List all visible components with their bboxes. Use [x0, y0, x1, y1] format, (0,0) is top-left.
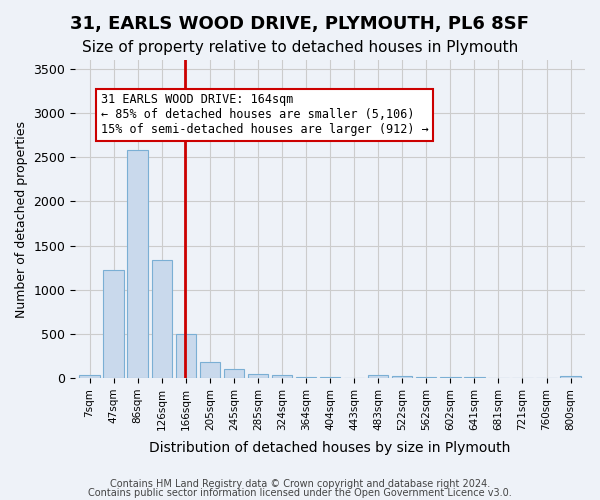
Text: 31 EARLS WOOD DRIVE: 164sqm
← 85% of detached houses are smaller (5,106)
15% of : 31 EARLS WOOD DRIVE: 164sqm ← 85% of det… [101, 94, 428, 136]
Text: Contains HM Land Registry data © Crown copyright and database right 2024.: Contains HM Land Registry data © Crown c… [110, 479, 490, 489]
Text: Size of property relative to detached houses in Plymouth: Size of property relative to detached ho… [82, 40, 518, 55]
Bar [440, 377, 461, 378]
Bar [200, 362, 220, 378]
Text: 31, EARLS WOOD DRIVE, PLYMOUTH, PL6 8SF: 31, EARLS WOOD DRIVE, PLYMOUTH, PL6 8SF [71, 15, 530, 33]
Bar [79, 376, 100, 378]
Bar [224, 369, 244, 378]
Bar [176, 334, 196, 378]
Bar [152, 260, 172, 378]
Bar [392, 376, 412, 378]
X-axis label: Distribution of detached houses by size in Plymouth: Distribution of detached houses by size … [149, 441, 511, 455]
Bar [103, 270, 124, 378]
Text: Contains public sector information licensed under the Open Government Licence v3: Contains public sector information licen… [88, 488, 512, 498]
Bar [296, 377, 316, 378]
Bar [560, 376, 581, 378]
Bar [272, 375, 292, 378]
Bar [248, 374, 268, 378]
Bar [416, 376, 436, 378]
Bar [320, 377, 340, 378]
Bar [127, 150, 148, 378]
Bar [368, 376, 388, 378]
Y-axis label: Number of detached properties: Number of detached properties [15, 120, 28, 318]
